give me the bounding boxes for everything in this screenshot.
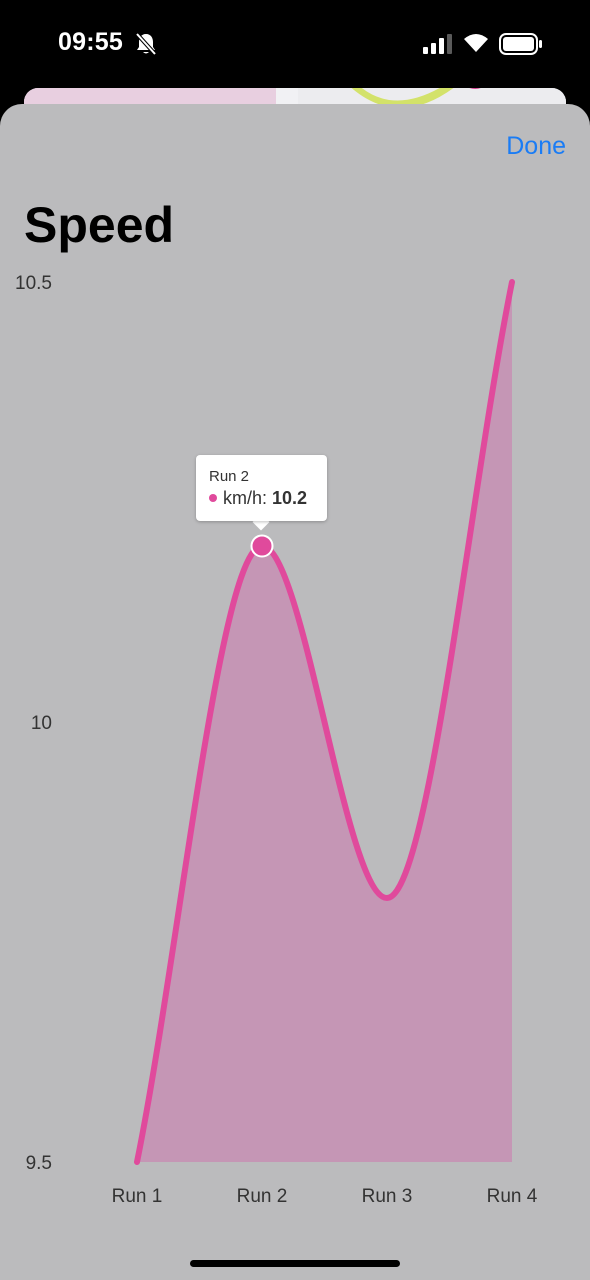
speed-sheet: Done Speed 10.5 10 9.5 Run 1 Run 2 Run 3 Run … [0, 104, 590, 1280]
tooltip-title: Run 2 [209, 468, 250, 485]
done-button[interactable]: Done [506, 132, 566, 160]
bell-muted-icon [135, 32, 157, 56]
x-tick-label: Run 3 [362, 1186, 413, 1207]
y-tick-label: 10.5 [15, 273, 52, 294]
x-tick-label: Run 1 [112, 1186, 163, 1207]
background-ring-graphic [351, 88, 481, 108]
tooltip-value: 10.2 [272, 488, 308, 508]
y-tick-label: 9.5 [26, 1153, 52, 1174]
tooltip-row: km/h: 10.2 [209, 488, 307, 509]
highlight-point[interactable] [250, 534, 274, 558]
status-bar: 09:55 [0, 0, 590, 88]
speed-chart[interactable]: 10.5 10 9.5 Run 1 Run 2 Run 3 Run 4 [0, 104, 590, 1280]
tooltip-series-dot [209, 494, 217, 502]
battery-icon [499, 33, 542, 55]
x-tick-label: Run 2 [237, 1186, 288, 1207]
tooltip-series-label: km/h: [223, 488, 268, 508]
series-line-km-h [134, 279, 515, 1165]
tooltip: Run 2 km/h: 10.2 [196, 455, 327, 521]
y-tick-label: 10 [31, 713, 52, 734]
page-title: Speed [24, 197, 175, 253]
home-indicator[interactable] [190, 1260, 400, 1267]
cellular-signal-icon [423, 34, 452, 54]
wifi-icon [464, 34, 488, 52]
status-time: 09:55 [58, 28, 123, 56]
x-tick-label: Run 4 [487, 1186, 538, 1207]
